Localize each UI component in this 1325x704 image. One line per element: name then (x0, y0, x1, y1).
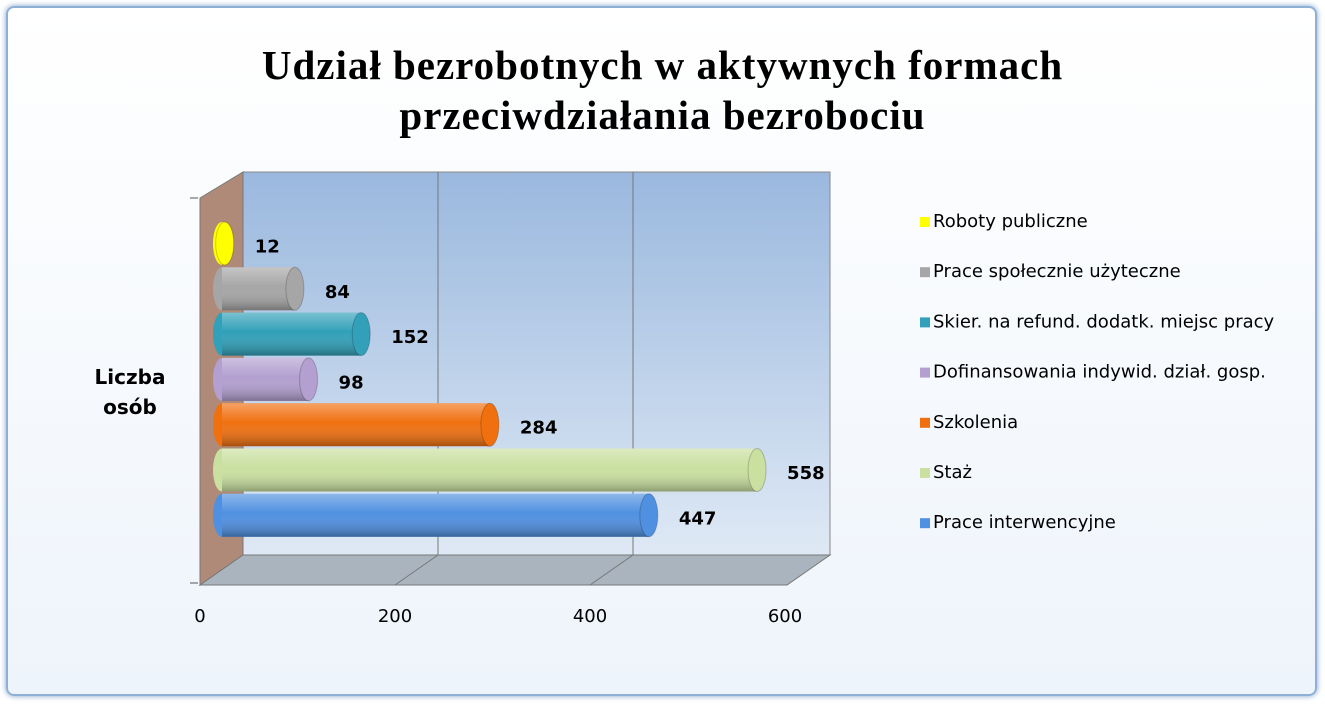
x-tick-label: 400 (573, 606, 607, 627)
data-label: 98 (339, 372, 364, 393)
legend-label: Roboty publiczne (933, 211, 1088, 232)
data-label: 12 (255, 237, 280, 258)
legend-label: Szkolenia (933, 412, 1018, 433)
bar-shade (222, 312, 362, 356)
legend-swatch (920, 317, 930, 328)
grid-line (394, 554, 439, 586)
floor (198, 554, 832, 586)
bar-cap (215, 221, 235, 266)
grid-line (589, 554, 634, 586)
bar-shade (222, 493, 649, 537)
legend-swatch (920, 367, 930, 378)
bar-cap (351, 312, 371, 357)
data-label: 84 (325, 282, 350, 303)
x-tick-label: 0 (194, 606, 205, 627)
data-label: 284 (520, 418, 558, 439)
legend-swatch (920, 267, 930, 278)
bar-shade (222, 357, 309, 401)
chart-title: Udział bezrobotnych w aktywnych formach … (261, 42, 1064, 138)
data-label: 558 (787, 463, 825, 484)
legend-label: Staż (933, 462, 972, 483)
bar-cap (480, 402, 500, 447)
bar-shade (222, 448, 758, 492)
bar-cap (285, 266, 305, 311)
data-label: 447 (679, 508, 717, 529)
category-label: Liczba osób (94, 365, 166, 419)
legend-label: Prace społecznie użyteczne (933, 261, 1181, 282)
legend-swatch (920, 417, 930, 428)
legend-label: Prace interwencyjne (933, 512, 1116, 533)
legend-label: Skier. na refund. dodatk. miejsc pracy (933, 311, 1275, 332)
bar-shade (222, 267, 295, 311)
bar-cap (639, 493, 659, 538)
x-tick-label: 600 (768, 606, 802, 627)
legend-swatch (920, 518, 930, 529)
bar-shade (222, 403, 490, 447)
legend-label: Dofinansowania indywid. dział. gosp. (933, 362, 1266, 383)
x-tick-label: 200 (378, 606, 412, 627)
bar-cap (299, 357, 319, 402)
legend-swatch (920, 468, 930, 478)
legend-swatch (920, 217, 930, 227)
bar-cap (747, 448, 767, 492)
data-label: 152 (391, 327, 429, 348)
